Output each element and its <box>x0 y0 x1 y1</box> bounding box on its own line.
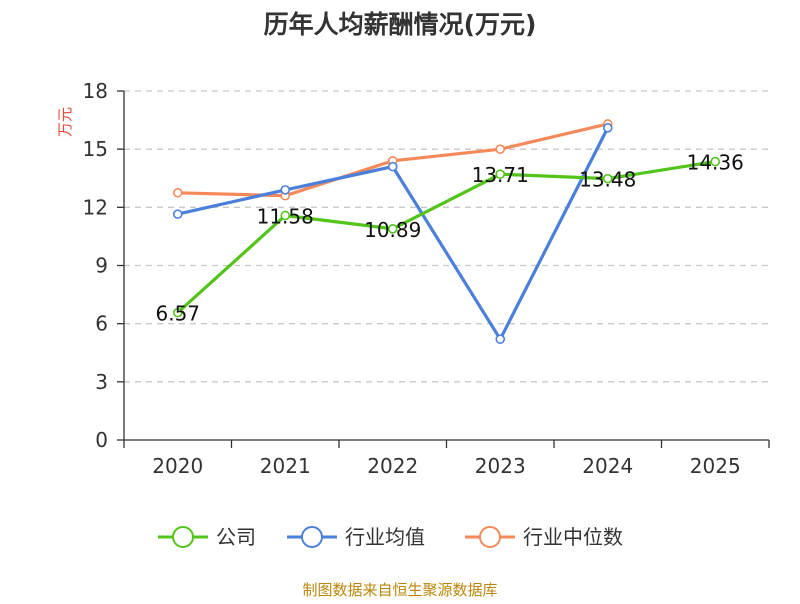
data-label: 11.58 <box>257 204 314 228</box>
data-point <box>387 224 398 234</box>
legend-item-0[interactable]: 公司 <box>158 525 256 549</box>
data-point <box>172 209 183 219</box>
y-tick-label: 0 <box>95 428 108 452</box>
chart-title: 历年人均薪酬情况(万元) <box>264 10 537 39</box>
source-note: 制图数据来自恒生聚源数据库 <box>302 581 497 599</box>
y-tick-label: 18 <box>83 79 108 103</box>
data-label: 13.71 <box>472 163 529 187</box>
x-tick-label: 2022 <box>367 454 418 478</box>
x-tick-label: 2023 <box>475 454 526 478</box>
x-tick-label: 2020 <box>152 454 203 478</box>
x-tick-label: 2021 <box>260 454 311 478</box>
legend-marker <box>479 526 501 548</box>
data-point <box>280 185 291 195</box>
data-point <box>495 169 506 179</box>
y-tick-label: 6 <box>95 312 108 336</box>
y-tick-label: 9 <box>95 254 108 278</box>
legend: 公司 行业均值 行业中位数 <box>158 525 623 549</box>
legend-label: 行业均值 <box>345 525 425 549</box>
x-tick-label: 2024 <box>582 454 633 478</box>
data-point <box>387 161 398 172</box>
series-line-0 <box>176 159 717 315</box>
data-label: 10.89 <box>364 218 421 242</box>
legend-item-2[interactable]: 行业中位数 <box>465 525 623 549</box>
x-tick-label: 2025 <box>690 454 741 478</box>
data-point <box>172 187 183 198</box>
data-labels: 6.57 11.58 10.89 13.71 13.48 14.36 <box>155 151 743 326</box>
data-label: 14.36 <box>687 151 744 175</box>
legend-label: 行业中位数 <box>523 525 623 549</box>
series-lines <box>172 119 721 344</box>
y-tick-label: 12 <box>83 195 108 219</box>
y-tick-label: 15 <box>83 137 108 161</box>
data-point <box>602 173 613 184</box>
data-label: 6.57 <box>155 302 200 326</box>
legend-marker <box>172 526 194 548</box>
data-point <box>280 210 291 221</box>
legend-label: 公司 <box>216 525 256 549</box>
legend-item-1[interactable]: 行业均值 <box>287 525 425 549</box>
y-axis-label: 万元 <box>56 107 74 137</box>
data-label: 13.48 <box>579 168 636 192</box>
y-tick-label: 3 <box>95 370 108 394</box>
data-point <box>602 123 613 133</box>
data-point <box>172 307 183 318</box>
data-point <box>495 334 506 344</box>
legend-marker <box>301 526 323 548</box>
gridlines <box>124 90 769 383</box>
axes: 0 3 6 9 12 15 18 2020 2021 2022 2023 2024 2025 <box>83 79 770 478</box>
data-point <box>710 156 721 167</box>
data-point <box>495 144 506 154</box>
